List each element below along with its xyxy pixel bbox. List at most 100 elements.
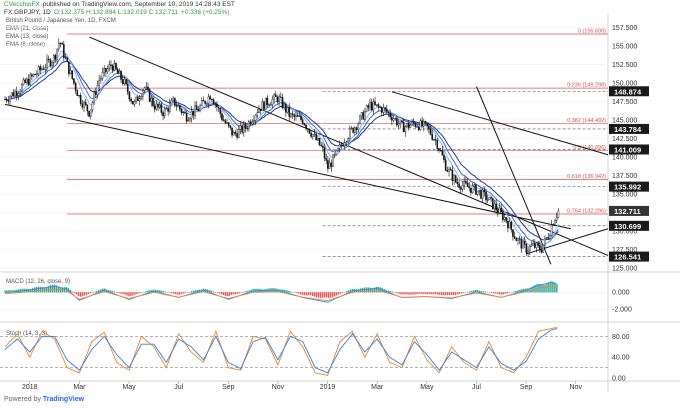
macd-histogram-bar xyxy=(359,288,362,293)
macd-histogram-bar xyxy=(32,288,34,293)
macd-histogram-bar xyxy=(474,289,477,293)
candle-body xyxy=(323,147,326,159)
macd-histogram-bar xyxy=(81,292,84,297)
candle-body xyxy=(148,89,151,102)
time-tick-label: Mar xyxy=(73,384,86,391)
candle-body xyxy=(98,79,100,86)
macd-histogram-bar xyxy=(443,292,445,296)
macd-histogram-bar xyxy=(375,286,377,293)
candle-body xyxy=(485,191,487,201)
candle-body xyxy=(89,109,92,117)
time-tick-label: Nov xyxy=(272,384,285,391)
tradingview-brand[interactable]: TradingView xyxy=(42,396,85,403)
candle-body xyxy=(409,124,412,128)
macd-histogram-bar xyxy=(339,292,342,294)
candle-body xyxy=(490,197,492,199)
macd-histogram-bar xyxy=(427,292,429,295)
candle-body xyxy=(333,154,336,156)
candle-body xyxy=(130,99,132,102)
macd-histogram-bar xyxy=(123,292,125,295)
candle-body xyxy=(545,237,548,239)
macd-histogram-bar xyxy=(387,290,389,293)
candle-body xyxy=(385,108,388,113)
candle-body xyxy=(446,170,449,172)
candle-body xyxy=(174,97,176,106)
macd-histogram-bar xyxy=(306,292,308,296)
time-tick-label: Sep xyxy=(520,384,533,391)
price-badge-label: 135.992 xyxy=(614,183,641,192)
macd-histogram-bar xyxy=(458,292,461,294)
time-tick-label: Jul xyxy=(472,384,481,391)
price-tick-label: 130.000 xyxy=(612,228,637,235)
instrument-label: British Pound / Japanese Yen, 1D, FXCM xyxy=(6,18,116,24)
candle-body xyxy=(517,238,519,241)
candle-body xyxy=(199,105,201,112)
candle-body xyxy=(147,86,149,90)
candle-body xyxy=(175,105,178,107)
candle-body xyxy=(392,118,395,121)
macd-histogram-bar xyxy=(516,290,518,293)
candle-body xyxy=(41,68,43,71)
candle-body xyxy=(244,124,247,129)
candle-body xyxy=(34,74,37,76)
macd-histogram-bar xyxy=(530,287,532,293)
candle-body xyxy=(380,107,383,113)
macd-histogram-bar xyxy=(401,292,403,295)
candle-body xyxy=(32,74,35,77)
candle-body xyxy=(528,246,531,252)
candle-body xyxy=(463,180,465,186)
author-name[interactable]: CVecchioFX xyxy=(4,1,40,8)
macd-histogram-bar xyxy=(30,288,32,293)
candle-body xyxy=(155,103,158,110)
macd-histogram-bar xyxy=(246,290,248,293)
candle-body xyxy=(300,115,302,120)
macd-histogram-bar xyxy=(149,290,151,293)
macd-histogram-bar xyxy=(87,292,90,295)
macd-histogram-bar xyxy=(20,288,22,293)
candle-body xyxy=(219,108,222,115)
candle-body xyxy=(439,150,442,152)
candle-body xyxy=(113,63,116,71)
candle-body xyxy=(115,63,117,70)
candle-body xyxy=(340,144,343,146)
macd-histogram-bar xyxy=(460,292,463,294)
candle-body xyxy=(84,101,87,106)
macd-histogram-bar xyxy=(329,292,332,298)
time-tick-label: Nov xyxy=(570,384,583,391)
price-badge xyxy=(609,144,649,155)
price-pane: 0 (156.608) 0.236 (149.298) 0.382 (144.492… xyxy=(0,14,680,392)
candle-body xyxy=(31,74,33,77)
candle-body xyxy=(66,57,69,62)
candle-body xyxy=(512,229,514,237)
time-axis[interactable]: 2018 Mar May Jul Sep Nov 2019 Mar May Jul Sep Nov xyxy=(22,381,582,391)
candle-body xyxy=(78,95,80,97)
macd-histogram-bar xyxy=(242,291,244,293)
macd-histogram-bar xyxy=(8,290,10,293)
candle-body xyxy=(552,223,555,226)
time-tick-label: May xyxy=(420,384,434,391)
macd-histogram-bar xyxy=(41,287,44,293)
candle-body xyxy=(365,105,368,112)
macd-histogram-bar xyxy=(232,292,234,295)
macd-histogram-bar xyxy=(548,282,550,293)
ema-21-label: EMA (21, close) xyxy=(6,26,49,32)
candle-body xyxy=(79,95,82,104)
candle-body xyxy=(81,103,84,108)
macd-histogram-bar xyxy=(512,291,514,293)
macd-histogram-bar xyxy=(36,286,38,293)
candle-body xyxy=(402,122,405,133)
macd-histogram-bar xyxy=(28,289,30,293)
candle-body xyxy=(207,96,210,104)
candle-body xyxy=(478,190,481,192)
candle-body xyxy=(412,121,415,124)
candle-body xyxy=(54,55,57,60)
candle-body xyxy=(539,245,541,251)
candle-body xyxy=(253,120,255,123)
candle-body xyxy=(120,70,122,80)
candle-body xyxy=(503,217,506,220)
candle-body xyxy=(57,42,60,50)
price-badge xyxy=(609,181,649,192)
candle-body xyxy=(19,90,21,94)
price-badge xyxy=(609,220,649,231)
